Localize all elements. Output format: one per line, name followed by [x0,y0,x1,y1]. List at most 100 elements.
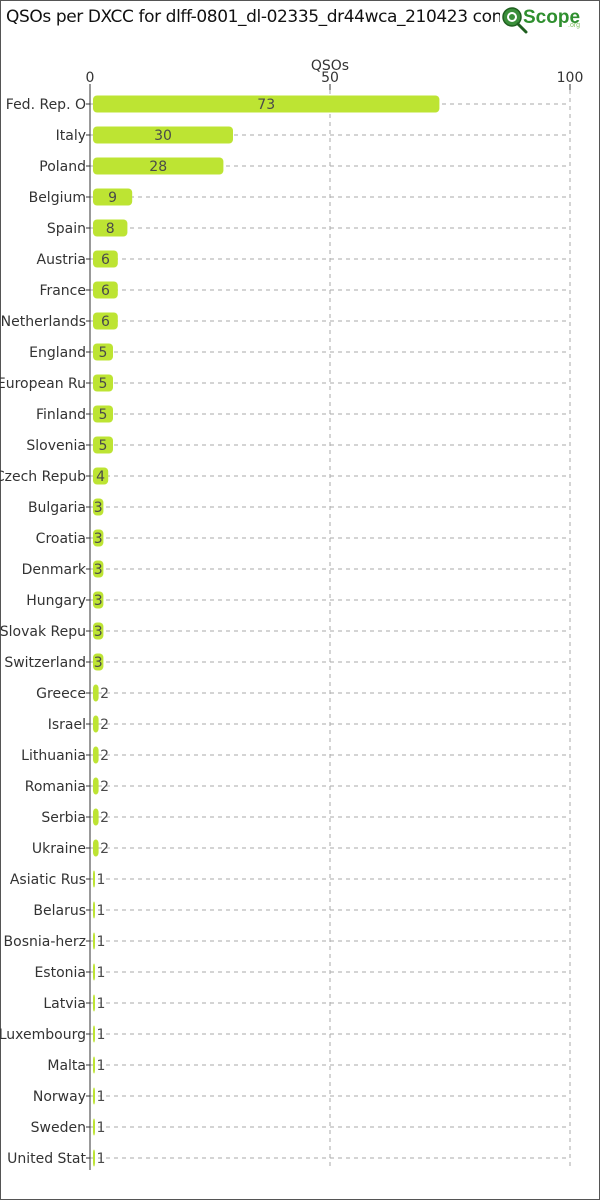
category-label: Estonia [34,965,86,981]
value-label: 3 [94,624,103,640]
category-label: Croatia [36,531,86,547]
category-label: Latvia [43,996,86,1012]
bar [93,250,118,268]
category-label: Sweden [31,1120,86,1136]
bar [93,591,104,609]
value-label: 2 [100,779,109,795]
value-label: 6 [101,314,110,330]
value-label: 2 [100,748,109,764]
x-tick-label: 50 [321,70,339,86]
value-label: 3 [94,655,103,671]
value-label: 2 [100,810,109,826]
category-label: Luxembourg [0,1027,86,1043]
value-labels: 73 30 28 9 8 6 6 6 5 5 5 5 4 3 3 3 3 3 3 2 2 2 2 2 2 1 1 1 1 1 1 1 1 1 1 [94,97,275,1167]
bar [93,188,133,206]
value-label: 2 [100,686,109,702]
category-label: Italy [56,128,86,144]
bar [93,901,95,919]
category-label: Romania [25,779,86,795]
bar [93,374,113,392]
value-label: 5 [99,438,108,454]
bar [93,746,99,764]
bar [93,653,104,671]
category-label: European Ru [0,376,86,392]
category-label: United Stat [7,1151,86,1167]
value-label: 3 [94,500,103,516]
x-tick-label: 0 [86,70,95,86]
value-label: 1 [97,1027,106,1043]
bar [93,994,95,1012]
category-label: Israel [48,717,86,733]
x-ticks: 0 50 100 [86,70,584,1159]
value-label: 5 [99,345,108,361]
value-label: 2 [100,841,109,857]
bar [93,870,95,888]
bar [93,95,440,113]
value-label: 1 [97,872,106,888]
bar [93,343,113,361]
value-label: 73 [257,97,275,113]
category-label: Czech Repub [0,469,86,485]
category-label: Belarus [33,903,86,919]
value-label: 4 [96,469,105,485]
bar [93,281,118,299]
value-label: 1 [97,1120,106,1136]
category-labels: Fed. Rep. O Italy Poland Belgium Spain Austri… [0,97,87,1167]
bar [93,498,104,516]
bar [93,963,95,981]
category-label: Fed. Rep. O [6,97,86,113]
bar [93,808,99,826]
bar [93,467,109,485]
category-label: Lithuania [21,748,86,764]
bar [93,529,104,547]
bar [93,684,99,702]
gridlines [90,90,571,1170]
category-label: Serbia [41,810,86,826]
category-label: Bosnia-herz [4,934,86,950]
bar [93,436,113,454]
bar [93,1025,95,1043]
value-label: 5 [99,376,108,392]
category-label: Poland [39,159,86,175]
category-label: Austria [37,252,86,268]
bar [93,560,104,578]
bar [93,777,99,795]
category-label: Malta [47,1058,86,1074]
category-label: Belgium [29,190,86,206]
bar [93,1118,95,1136]
category-label: Bulgaria [28,500,86,516]
value-label: 28 [149,159,167,175]
value-label: 1 [97,1058,106,1074]
value-label: 5 [99,407,108,423]
value-label: 1 [97,903,106,919]
bar [93,932,95,950]
bar [93,219,128,237]
qrzscope-logo[interactable]: Scope .org [500,3,588,35]
value-label: 8 [106,221,115,237]
bar [93,405,113,423]
bar [93,312,118,330]
category-label: Netherlands [1,314,86,330]
bar [93,839,99,857]
value-label: 3 [94,593,103,609]
bar [93,126,233,144]
value-label: 3 [94,562,103,578]
value-label: 1 [97,965,106,981]
category-label: Ukraine [32,841,86,857]
bar [93,157,224,175]
bars [93,95,440,1167]
value-label: 1 [97,1089,106,1105]
x-axis-title: QSOs [311,58,349,74]
bar [93,1087,95,1105]
category-label: France [39,283,86,299]
bar [93,622,104,640]
bar [93,1056,95,1074]
category-label: Spain [47,221,86,237]
category-label: Hungary [26,593,86,609]
category-label: England [29,345,86,361]
bar [93,1149,95,1167]
logo-text: Scope [523,7,580,28]
value-label: 1 [97,1151,106,1167]
x-tick-label: 100 [557,70,584,86]
